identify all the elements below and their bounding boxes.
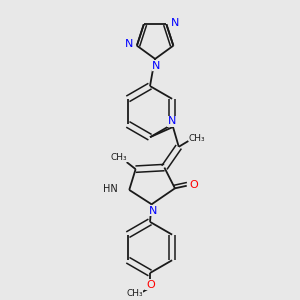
Text: N: N (170, 18, 179, 28)
Text: N: N (124, 39, 133, 49)
Text: N: N (149, 206, 157, 216)
Text: N: N (152, 61, 160, 71)
Text: O: O (190, 180, 199, 190)
Text: N: N (167, 116, 176, 126)
Text: CH₃: CH₃ (126, 289, 143, 298)
Text: N: N (167, 116, 176, 126)
Text: O: O (146, 280, 155, 290)
Text: CH₃: CH₃ (111, 152, 127, 161)
Text: CH₃: CH₃ (189, 134, 206, 143)
Text: HN: HN (103, 184, 118, 194)
